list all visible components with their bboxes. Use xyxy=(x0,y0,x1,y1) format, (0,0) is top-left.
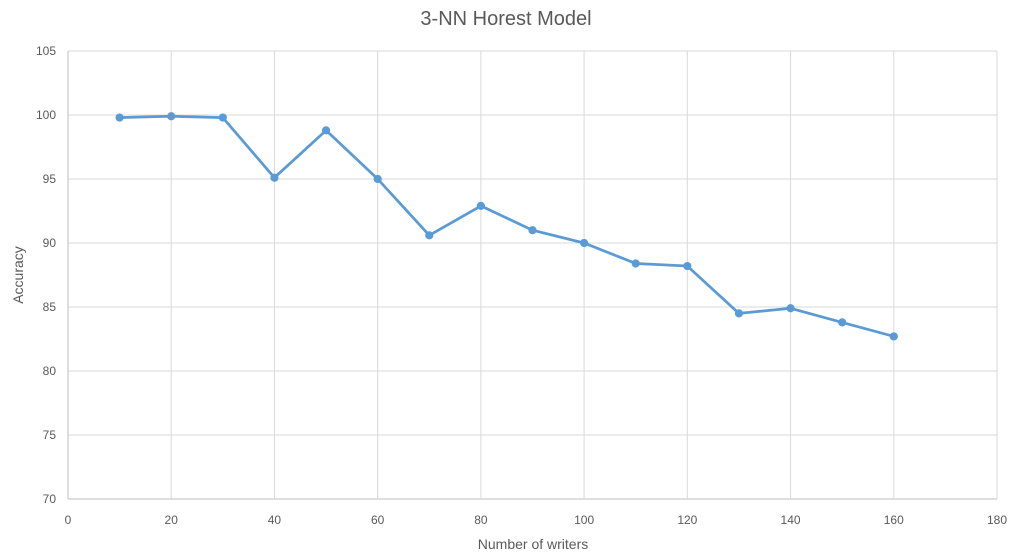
data-point xyxy=(425,231,434,240)
y-tick-label: 80 xyxy=(43,364,57,378)
x-tick-label: 160 xyxy=(884,513,904,527)
y-tick-label: 105 xyxy=(36,44,56,58)
x-tick-label: 140 xyxy=(781,513,801,527)
data-point xyxy=(528,226,537,235)
x-tick-label: 40 xyxy=(268,513,282,527)
data-point xyxy=(683,261,692,271)
x-tick-label: 20 xyxy=(165,513,179,527)
data-point xyxy=(631,259,640,268)
series-line xyxy=(118,114,896,338)
x-tick-label: 100 xyxy=(574,513,594,527)
y-tick-label: 70 xyxy=(43,492,57,506)
y-tick-label: 85 xyxy=(43,300,57,314)
x-tick-label: 0 xyxy=(65,513,72,527)
data-point xyxy=(373,174,382,184)
x-tick-label: 60 xyxy=(371,513,385,527)
y-tick-label: 95 xyxy=(43,172,57,186)
x-tick-label: 80 xyxy=(474,513,488,527)
data-point xyxy=(270,173,279,182)
data-point xyxy=(321,126,331,135)
data-point xyxy=(580,238,589,248)
x-tick-label: 120 xyxy=(677,513,697,527)
data-point xyxy=(476,201,485,210)
data-point xyxy=(889,332,898,341)
series-group xyxy=(115,112,898,341)
y-tick-label: 75 xyxy=(43,428,57,442)
chart-title: 3-NN Horest Model xyxy=(420,8,591,30)
x-tick-label: 180 xyxy=(987,513,1007,527)
grid-lines xyxy=(67,50,998,500)
x-axis-title: Number of writers xyxy=(478,536,588,552)
y-axis-title: Accuracy xyxy=(10,246,26,304)
data-point xyxy=(115,113,124,122)
data-point xyxy=(838,318,847,327)
y-axis: 70 75 80 85 90 95 100 105 xyxy=(36,44,56,506)
data-point xyxy=(734,309,744,318)
data-point xyxy=(218,113,227,122)
x-axis: 0 20 40 60 80 100 120 140 160 180 xyxy=(65,513,1008,527)
y-tick-label: 90 xyxy=(43,236,57,250)
y-tick-label: 100 xyxy=(36,108,56,122)
data-point xyxy=(167,112,176,121)
data-point xyxy=(786,304,795,313)
